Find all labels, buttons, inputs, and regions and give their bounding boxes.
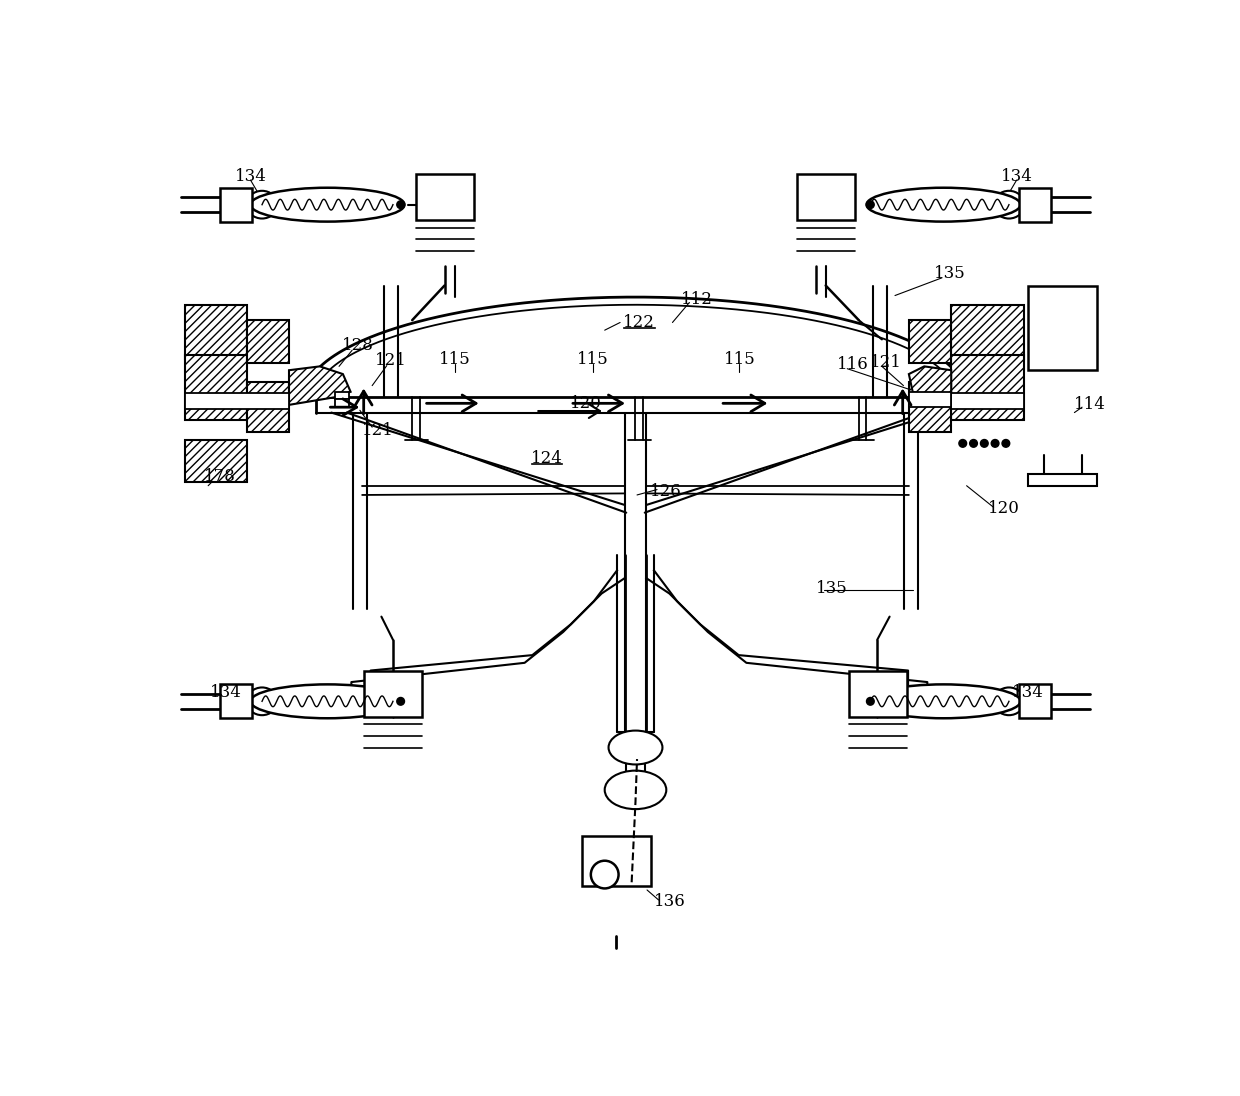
Ellipse shape <box>250 684 404 718</box>
Text: 128: 128 <box>342 338 374 354</box>
Text: 178: 178 <box>203 468 236 484</box>
Text: 121: 121 <box>374 353 407 369</box>
Ellipse shape <box>867 201 874 208</box>
Bar <box>909 381 951 432</box>
Text: 116: 116 <box>837 356 868 374</box>
Bar <box>909 391 951 408</box>
Text: 115: 115 <box>439 351 470 368</box>
Ellipse shape <box>981 439 988 447</box>
Ellipse shape <box>991 439 999 447</box>
Ellipse shape <box>605 770 666 809</box>
Polygon shape <box>909 366 951 404</box>
Ellipse shape <box>970 439 977 447</box>
Text: 114: 114 <box>1074 397 1106 413</box>
Bar <box>1019 684 1052 718</box>
Text: 134: 134 <box>1012 684 1044 700</box>
Text: 121: 121 <box>869 354 901 372</box>
Bar <box>951 305 1024 358</box>
Text: 115: 115 <box>578 351 609 368</box>
Text: 134: 134 <box>234 168 267 185</box>
Bar <box>185 439 247 482</box>
Text: 122: 122 <box>624 313 655 331</box>
Bar <box>365 671 422 717</box>
Bar <box>951 355 1024 420</box>
Text: 135: 135 <box>934 265 966 283</box>
Bar <box>247 320 289 363</box>
Ellipse shape <box>1002 439 1009 447</box>
Bar <box>185 393 289 409</box>
Text: 126: 126 <box>651 483 682 501</box>
Text: 120: 120 <box>569 395 601 412</box>
Ellipse shape <box>867 187 1021 221</box>
Text: 135: 135 <box>816 580 848 596</box>
Bar <box>849 671 906 717</box>
Text: 124: 124 <box>531 450 563 467</box>
Ellipse shape <box>590 860 619 889</box>
Ellipse shape <box>397 201 404 208</box>
Ellipse shape <box>250 187 404 221</box>
Bar <box>219 684 252 718</box>
Text: 136: 136 <box>655 893 686 910</box>
Text: 115: 115 <box>724 351 755 368</box>
Bar <box>335 391 350 399</box>
Ellipse shape <box>397 697 404 705</box>
Bar <box>247 381 289 432</box>
Bar <box>909 320 951 363</box>
Text: 120: 120 <box>987 500 1019 517</box>
Bar <box>185 305 247 358</box>
Ellipse shape <box>247 191 278 218</box>
Bar <box>185 355 247 420</box>
Bar <box>219 187 252 221</box>
Ellipse shape <box>959 439 967 447</box>
Ellipse shape <box>867 684 1021 718</box>
Bar <box>582 836 651 887</box>
Bar <box>1028 475 1097 486</box>
Ellipse shape <box>609 731 662 765</box>
Text: 121: 121 <box>362 422 393 438</box>
Bar <box>1028 286 1097 370</box>
Bar <box>335 399 350 408</box>
Ellipse shape <box>867 697 874 705</box>
Polygon shape <box>289 366 351 404</box>
Bar <box>797 174 854 220</box>
Ellipse shape <box>993 687 1024 716</box>
Ellipse shape <box>247 687 278 716</box>
Bar <box>417 174 474 220</box>
Ellipse shape <box>993 191 1024 218</box>
Text: 134: 134 <box>1001 168 1033 185</box>
Text: 134: 134 <box>210 684 242 700</box>
Text: 112: 112 <box>681 290 713 308</box>
Bar <box>1019 187 1052 221</box>
Bar <box>951 393 1024 409</box>
